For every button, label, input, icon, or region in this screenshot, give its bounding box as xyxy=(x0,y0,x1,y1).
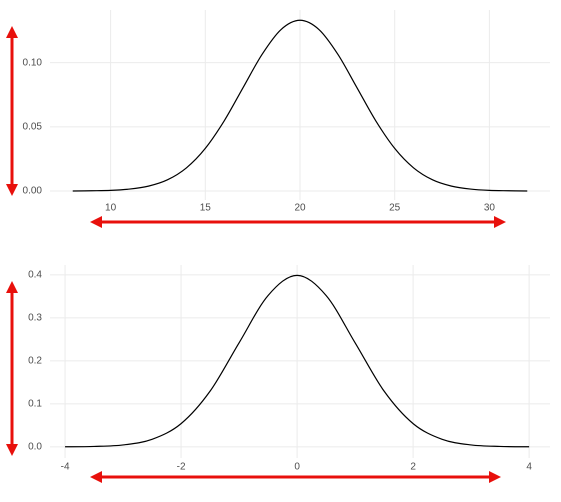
y-tick-label: 0.3 xyxy=(28,313,42,324)
x-tick-label: 2 xyxy=(410,462,416,473)
x-tick-label: -4 xyxy=(61,462,70,473)
annotation-arrows xyxy=(5,25,506,483)
x-tick-label: -2 xyxy=(177,462,186,473)
y-tick-label: 0.4 xyxy=(28,270,42,281)
y-tick-label: 0.05 xyxy=(23,121,43,132)
x-tick-label: 0 xyxy=(294,462,300,473)
x-tick-label: 15 xyxy=(200,203,212,214)
x-tick-label: 25 xyxy=(389,203,401,214)
x-tick-label: 30 xyxy=(484,203,496,214)
y-tick-label: 0.2 xyxy=(28,355,42,366)
x-tick-label: 4 xyxy=(526,462,532,473)
x-tick-label: 10 xyxy=(105,203,117,214)
y-tick-label: 0.0 xyxy=(28,441,42,452)
y-tick-label: 0.00 xyxy=(23,186,43,197)
y-tick-label: 0.1 xyxy=(28,398,42,409)
density-line xyxy=(65,274,530,448)
x-tick-label: 20 xyxy=(294,203,306,214)
y-tick-label: 0.10 xyxy=(23,57,43,68)
density-line xyxy=(72,19,528,192)
